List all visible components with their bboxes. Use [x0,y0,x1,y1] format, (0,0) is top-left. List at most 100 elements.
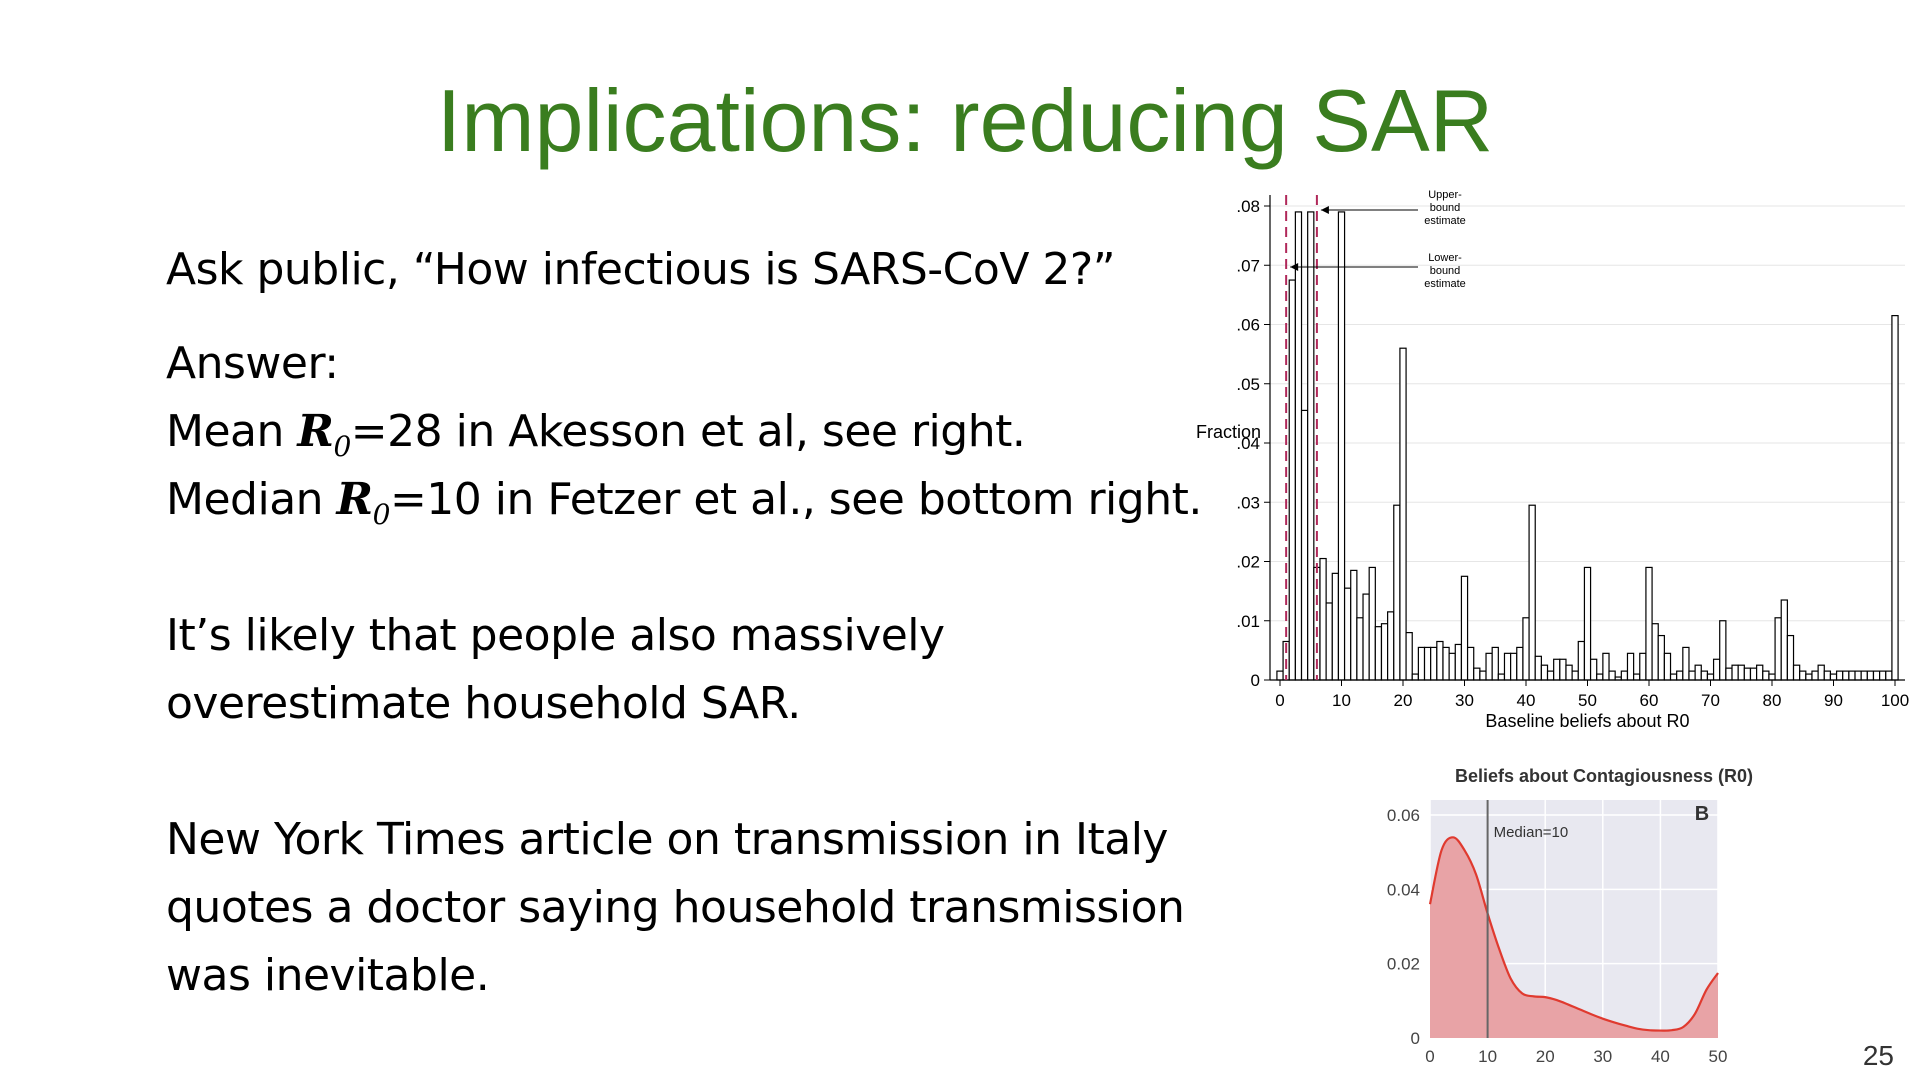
upper-bound-annotation: estimate [1424,215,1466,227]
panel-label: B [1695,803,1709,825]
hist-bar [1663,652,1672,681]
hist-bar [1393,504,1401,681]
hist-y-tick-label: .07 [1236,256,1260,275]
hist-bar [1651,623,1659,681]
hist-bar [1294,211,1303,681]
hist-x-tick-label: 40 [1517,691,1536,710]
hist-bar [1737,664,1745,681]
hist-bar [1454,643,1463,681]
hist-bar [1799,670,1807,681]
hist-bar [1682,646,1690,681]
hist-bar [1503,652,1512,681]
hist-bar [1577,640,1586,681]
hist-bar [1719,620,1727,681]
hist-bar [1731,664,1739,681]
hist-bar [1522,617,1530,681]
lower-bound-arrowhead [1290,263,1299,271]
hist-bar [1399,347,1407,681]
hist-y-tick-label: .02 [1236,553,1260,572]
hist-bar [1442,646,1450,681]
hist-x-tick-label: 20 [1394,691,1413,710]
hist-bar [1885,670,1893,681]
hist-bar [1725,667,1733,681]
hist-x-axis-label: Baseline beliefs about R0 [1485,711,1689,731]
hist-bar [1626,652,1635,681]
density-x-tick-label: 50 [1709,1047,1728,1066]
density-y-tick-label: 0 [1411,1029,1420,1048]
hist-x-tick-label: 60 [1640,691,1659,710]
upper-bound-annotation: bound [1430,202,1461,214]
median-line: Median R0=10 in Fetzer et al., see botto… [166,466,1202,549]
para2-line1: It’s likely that people also massively [166,610,945,661]
upper-bound-arrowhead [1320,206,1329,214]
hist-bar [1362,593,1370,681]
hist-bar [1516,646,1524,681]
hist-x-tick-label: 30 [1455,691,1474,710]
hist-bar [1571,670,1579,681]
hist-bar [1368,566,1376,681]
hist-bar [1405,632,1413,681]
hist-bar [1374,626,1383,681]
hist-bar [1423,646,1432,681]
hist-bar [1497,673,1506,681]
hist-bar [1768,673,1776,681]
hist-y-tick-label: .01 [1236,612,1260,631]
hist-bar [1706,673,1715,681]
hist-bar [1866,670,1875,681]
hist-bar [1553,658,1561,681]
hist-bar [1891,315,1899,681]
hist-x-tick-label: 0 [1275,691,1284,710]
hist-bar [1872,670,1881,681]
answer-label: Answer: [166,338,339,389]
hist-bar [1411,673,1419,681]
mean-suffix: =28 in Akesson et al, see right. [350,406,1026,457]
density-x-tick-label: 0 [1425,1047,1434,1066]
hist-bar [1805,673,1813,681]
hist-bar [1534,655,1542,681]
density-x-tick-label: 20 [1536,1047,1555,1066]
hist-bar [1676,670,1684,681]
lower-bound-annotation: Lower- [1428,252,1462,264]
density-title: Beliefs about Contagiousness (R0) [1455,766,1753,786]
hist-bar [1669,673,1678,681]
density-x-tick-label: 30 [1593,1047,1612,1066]
hist-bar [1749,667,1758,681]
lower-bound-annotation: estimate [1424,278,1466,290]
hist-bar [1639,652,1647,681]
hist-x-tick-label: 100 [1881,691,1909,710]
hist-bar [1712,658,1721,681]
hist-bar [1848,670,1856,681]
para3-line2: quotes a doctor saying household transmi… [166,882,1185,933]
hist-bar [1337,211,1346,681]
density-line [1428,836,1719,1032]
para2-line2: overestimate household SAR. [166,678,801,729]
hist-bar [1633,673,1641,681]
hist-bar [1387,611,1395,681]
histogram-chart: 0 .01 .02 .03 .04 .05 .06 .07 .08 0 10 20 30 40 50 60 70… [1196,189,1909,731]
hist-bar [1602,652,1610,681]
hist-bar [1300,409,1309,681]
hist-bar [1466,646,1475,681]
hist-bar [1559,658,1567,681]
density-area [1430,837,1718,1038]
hist-bar [1546,670,1555,681]
hist-bar [1756,664,1764,681]
hist-bar [1510,652,1518,681]
question-text: Ask public, “How infectious is SARS-CoV … [166,244,1116,295]
hist-bar [1792,664,1801,681]
lower-bound-annotation: bound [1430,265,1461,277]
hist-bar [1343,587,1352,681]
hist-bar [1817,664,1825,681]
page-number: 25 [1862,1040,1894,1071]
hist-y-tick-label: 0 [1251,671,1260,690]
hist-bar [1473,667,1481,681]
hist-bar [1565,664,1573,681]
hist-bar [1608,670,1616,681]
para3-line1: New York Times article on transmission i… [166,814,1168,865]
hist-bar [1288,279,1296,681]
hist-y-tick-label: .03 [1236,493,1260,512]
upper-bound-annotation: Upper- [1428,189,1462,201]
hist-bar [1276,670,1284,681]
hist-bar [1688,670,1696,681]
median-prefix: Median [166,474,337,525]
